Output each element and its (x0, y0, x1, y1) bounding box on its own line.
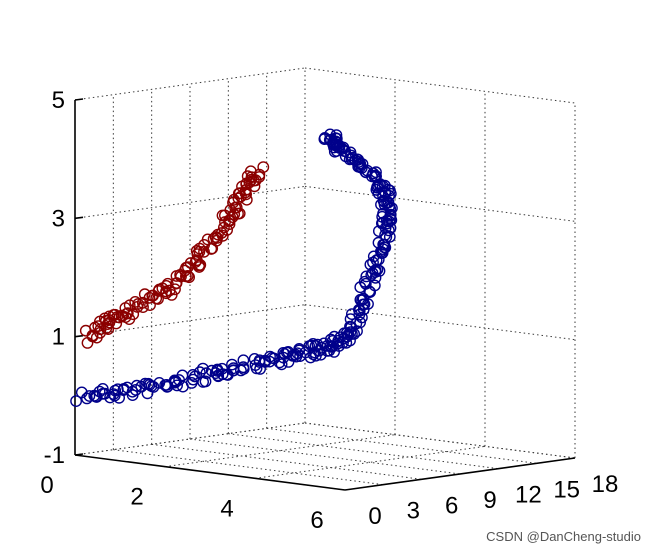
series-1-point (324, 128, 336, 141)
z-tick-mark (74, 334, 84, 338)
back-wall-grid-line (304, 67, 576, 104)
series-1-point (360, 270, 373, 283)
series-1-point (357, 292, 370, 305)
series-1-point (354, 316, 366, 329)
series-1-point (130, 379, 143, 392)
series-2-point (178, 264, 191, 277)
series-2-point (131, 300, 144, 313)
z-tick-label: -1 (44, 442, 65, 469)
series-2-point (211, 228, 224, 241)
series-1-point (376, 246, 389, 259)
series-1-point (147, 380, 160, 393)
series-1-point (141, 387, 154, 400)
series-1-point (323, 133, 336, 146)
series-2-point (107, 309, 120, 321)
series-2-point (257, 161, 270, 174)
series-1-point (333, 340, 345, 352)
series-2-point (191, 248, 204, 261)
y-tick-label: 6 (445, 492, 458, 519)
series-1-point (237, 361, 250, 374)
series-1-point (70, 395, 83, 407)
series-1-point (216, 368, 229, 381)
series-1-point (355, 311, 368, 324)
x-axis-line (74, 454, 346, 491)
back-wall-grid-line (304, 185, 576, 222)
side-wall-grid-line (74, 67, 306, 101)
series-1-point (384, 208, 397, 221)
side-wall-grid-line (74, 185, 306, 219)
series-1-point (358, 275, 371, 288)
side-wall-grid-line (74, 422, 306, 456)
floor-grid-line (113, 449, 384, 486)
series-1-point (383, 215, 396, 228)
data-points (70, 128, 398, 407)
series-2-point (137, 301, 149, 313)
z-tick-label: 1 (52, 324, 65, 351)
series-2-point (193, 259, 206, 272)
series-1-point (275, 358, 288, 371)
series-1-point (193, 366, 206, 379)
series-2-point (121, 307, 133, 320)
series-1-point (186, 368, 199, 381)
y-tick-label: 0 (368, 503, 381, 530)
z-tick-label: 3 (52, 205, 65, 232)
series-2-point (110, 317, 123, 330)
floor-grid-line (254, 445, 486, 479)
series-2-point (249, 174, 262, 187)
series-2-point (232, 187, 245, 200)
y-tick-label: 12 (515, 482, 542, 509)
x-tick-label: 0 (40, 472, 53, 499)
series-1-point (185, 376, 198, 389)
z-tick-mark (74, 453, 84, 456)
series-1-point (356, 294, 368, 307)
back-wall-grid-line (304, 422, 576, 459)
watermark: CSDN @DanCheng-studio (486, 529, 641, 544)
series-1-point (171, 379, 184, 392)
series-2-point (169, 283, 181, 296)
series-1-point (199, 375, 212, 388)
series-1-point (375, 198, 387, 211)
series-1-point (372, 253, 385, 266)
series-1-point (372, 236, 385, 249)
floor-grid-line (266, 427, 537, 464)
y-tick-label: 9 (483, 487, 496, 514)
x-tick-label: 2 (130, 484, 143, 511)
z-tick-mark (74, 216, 84, 220)
series-1-point (234, 364, 247, 377)
y-axis-line (344, 457, 576, 491)
x-tick-label: 6 (310, 507, 323, 534)
floor-grid-line (151, 443, 422, 480)
series-1-point (293, 344, 306, 357)
x-tick-label: 4 (220, 495, 233, 522)
series-2-point (160, 285, 172, 298)
series-2-point (189, 255, 202, 268)
series-1-point (339, 150, 352, 163)
series-1-point (196, 362, 209, 375)
y-tick-label: 3 (407, 498, 420, 525)
side-wall-grid-line (74, 304, 306, 338)
series-1-point (385, 214, 398, 227)
y-tick-label: 18 (592, 471, 619, 498)
back-wall-grid-line (304, 304, 576, 341)
z-tick-label: 5 (52, 87, 65, 114)
series-1-point (83, 390, 96, 402)
floor-grid-line (189, 438, 461, 475)
z-tick-mark (74, 98, 84, 101)
series-1-point (368, 279, 381, 292)
floor-grid-line (228, 433, 499, 470)
series-2-point (243, 176, 256, 189)
series-1-point (367, 256, 379, 269)
series-2-point (239, 186, 252, 199)
series-1-point (264, 350, 276, 363)
y-tick-label: 15 (553, 476, 580, 503)
series-2-point (102, 323, 115, 335)
grid-lines (74, 67, 576, 491)
